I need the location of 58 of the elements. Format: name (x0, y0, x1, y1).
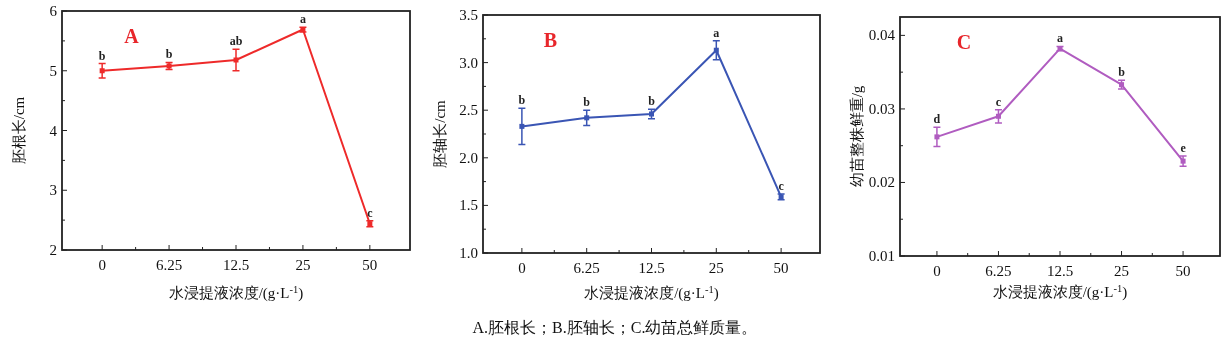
x-tick-label: 25 (1114, 263, 1130, 279)
x-axis-title: 水浸提液浓度/(g·L$^{-1}$) (584, 283, 719, 302)
y-tick-label: 0.03 (868, 100, 895, 117)
y-axis-title: 胚轴长/cm (432, 99, 448, 168)
y-tick-label: 5 (49, 62, 57, 79)
text: B (543, 29, 558, 51)
x-axis-title: 水浸提液浓度/(g·L$^{-1}$) (992, 282, 1128, 301)
x-tick-label: 6.25 (155, 257, 183, 273)
y-tick-label: 0.01 (868, 248, 895, 264)
x-tick-label: 0 (518, 260, 526, 276)
annotation: c (778, 178, 785, 193)
annotation: d (933, 112, 941, 127)
annotation: b (1118, 65, 1126, 80)
x-tick-label: 25 (708, 260, 724, 276)
x-tick-label: 50 (1175, 263, 1191, 279)
y-tick-label: 4 (49, 122, 58, 139)
x-tick-label: 0 (933, 263, 941, 279)
point (584, 115, 590, 121)
annotation: c (367, 205, 374, 220)
y-tick-label: 6 (49, 3, 58, 19)
annotation: e (1180, 140, 1187, 155)
annotation: ab (229, 34, 243, 49)
annotation: b (648, 94, 656, 109)
x-tick-label: 12.5 (1046, 263, 1074, 279)
point (519, 123, 525, 129)
x-tick-label: 6.25 (573, 260, 600, 276)
y-tick-label: 2.5 (459, 102, 478, 119)
x-axis-title: 水浸提液浓度/(g·L$^{-1}$) (168, 283, 304, 302)
y-tick-label: 1.0 (459, 245, 478, 261)
x-tick-label: 0 (98, 257, 106, 273)
y-axis-title: 幼苗整株鲜重/g (849, 85, 865, 188)
y-tick-label: 0.02 (868, 174, 895, 191)
point (713, 47, 719, 53)
x-tick-label: 50 (773, 260, 789, 276)
annotation: b (583, 95, 591, 110)
y-tick-label: 3.0 (459, 54, 478, 71)
y-axis-title: 胚根长/cm (11, 96, 27, 165)
x-tick-label: 6.25 (985, 263, 1012, 279)
annotation: a (713, 25, 720, 40)
y-tick-label: 2.0 (459, 149, 478, 166)
annotation: b (165, 47, 173, 62)
text: A.胚根长；B.胚轴长；C.幼苗总鲜质量。 (472, 319, 758, 336)
x-tick-label: 12.5 (638, 260, 665, 276)
annotation: b (98, 48, 106, 63)
text: C (956, 31, 972, 53)
annotation: a (299, 12, 306, 27)
x-tick-label: 25 (295, 257, 311, 273)
y-tick-label: 1.5 (459, 197, 478, 214)
y-tick-label: 3 (49, 182, 57, 199)
annotation: b (518, 93, 526, 108)
text: A (124, 25, 140, 47)
y-tick-label: 2 (49, 242, 57, 258)
annotation: c (995, 94, 1002, 109)
annotation: a (1057, 31, 1063, 46)
x-tick-label: 50 (362, 257, 378, 273)
y-tick-label: 3.5 (459, 7, 478, 23)
x-tick-label: 12.5 (222, 257, 250, 273)
y-tick-label: 0.04 (868, 27, 896, 44)
